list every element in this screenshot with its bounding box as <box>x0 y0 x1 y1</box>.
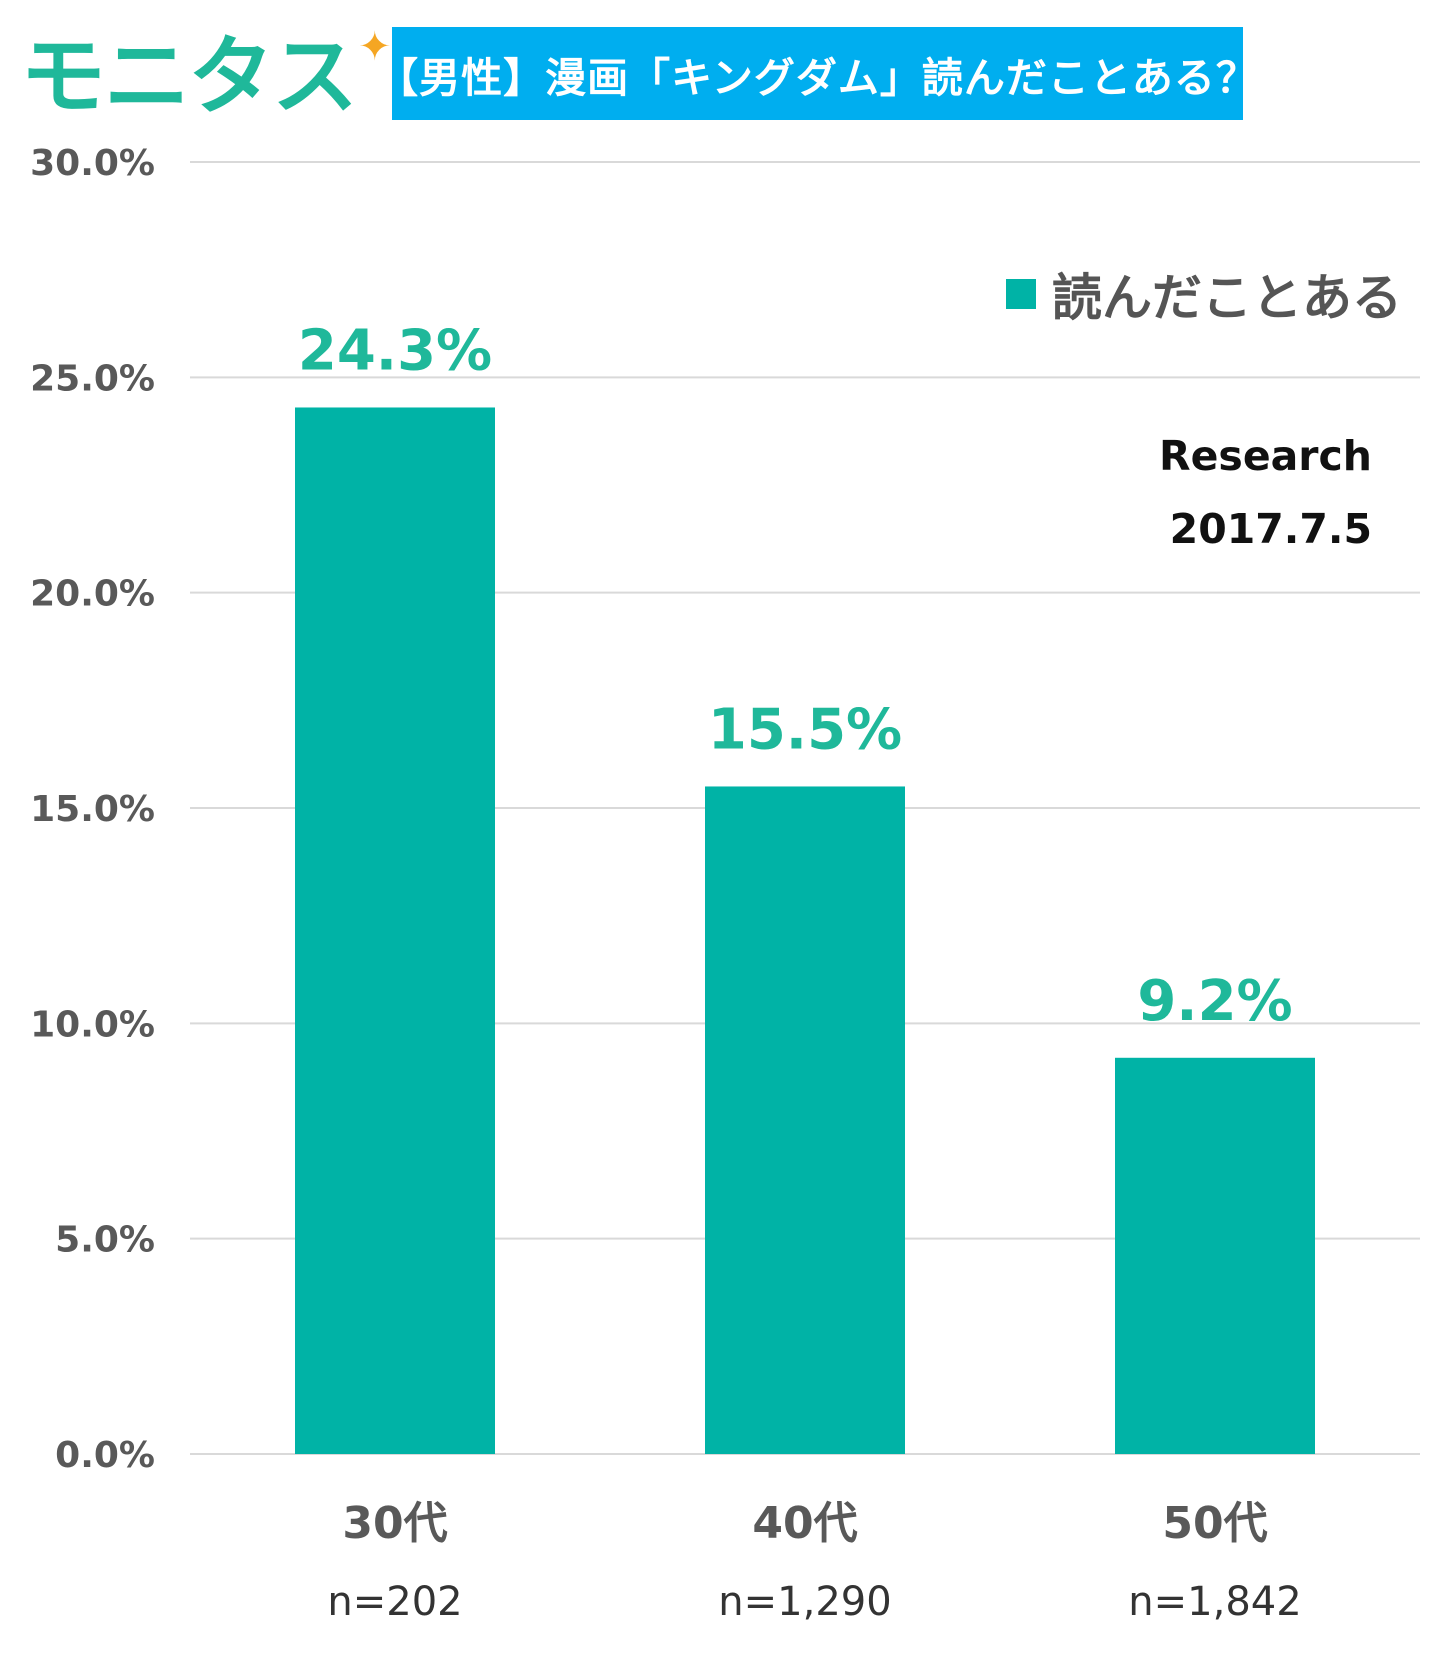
research-date: 2017.7.5 <box>1169 505 1372 553</box>
legend-label: 読んだことある <box>1052 269 1402 327</box>
x-tick-label: 30代 <box>342 1498 447 1549</box>
bar <box>295 407 495 1455</box>
y-tick-label: 15.0% <box>30 789 155 830</box>
bar <box>1115 1057 1315 1454</box>
legend: 読んだことある <box>1006 258 1402 330</box>
data-label: 9.2% <box>1137 969 1292 1034</box>
y-tick-label: 10.0% <box>30 1004 155 1045</box>
x-tick-label: 40代 <box>752 1498 857 1549</box>
x-tick-label: 50代 <box>1162 1498 1267 1549</box>
legend-swatch <box>1006 279 1036 309</box>
monitas-logo: モニタス ✦ <box>20 22 392 132</box>
chart-title: 【男性】漫画「キングダム」読んだことある？ <box>377 53 1258 102</box>
y-tick-label: 25.0% <box>30 358 155 399</box>
sparkle-icon: ✦ <box>358 24 392 70</box>
bar <box>705 786 905 1454</box>
logo-text: モニタス <box>20 27 358 127</box>
y-tick-label: 5.0% <box>55 1220 155 1261</box>
y-tick-label: 20.0% <box>30 574 155 615</box>
chart-title-box: 【男性】漫画「キングダム」読んだことある？ <box>377 27 1257 120</box>
data-label: 15.5% <box>708 697 902 762</box>
sample-size-label: n=1,290 <box>718 1579 891 1625</box>
y-tick-label: 30.0% <box>30 143 155 184</box>
y-tick-label: 0.0% <box>55 1435 155 1476</box>
research-label: Research <box>1159 432 1372 480</box>
sample-size-label: n=202 <box>327 1579 462 1625</box>
research-note: Research 2017.7.5 <box>1159 420 1372 566</box>
data-label: 24.3% <box>298 318 492 383</box>
sample-size-label: n=1,842 <box>1128 1579 1301 1625</box>
